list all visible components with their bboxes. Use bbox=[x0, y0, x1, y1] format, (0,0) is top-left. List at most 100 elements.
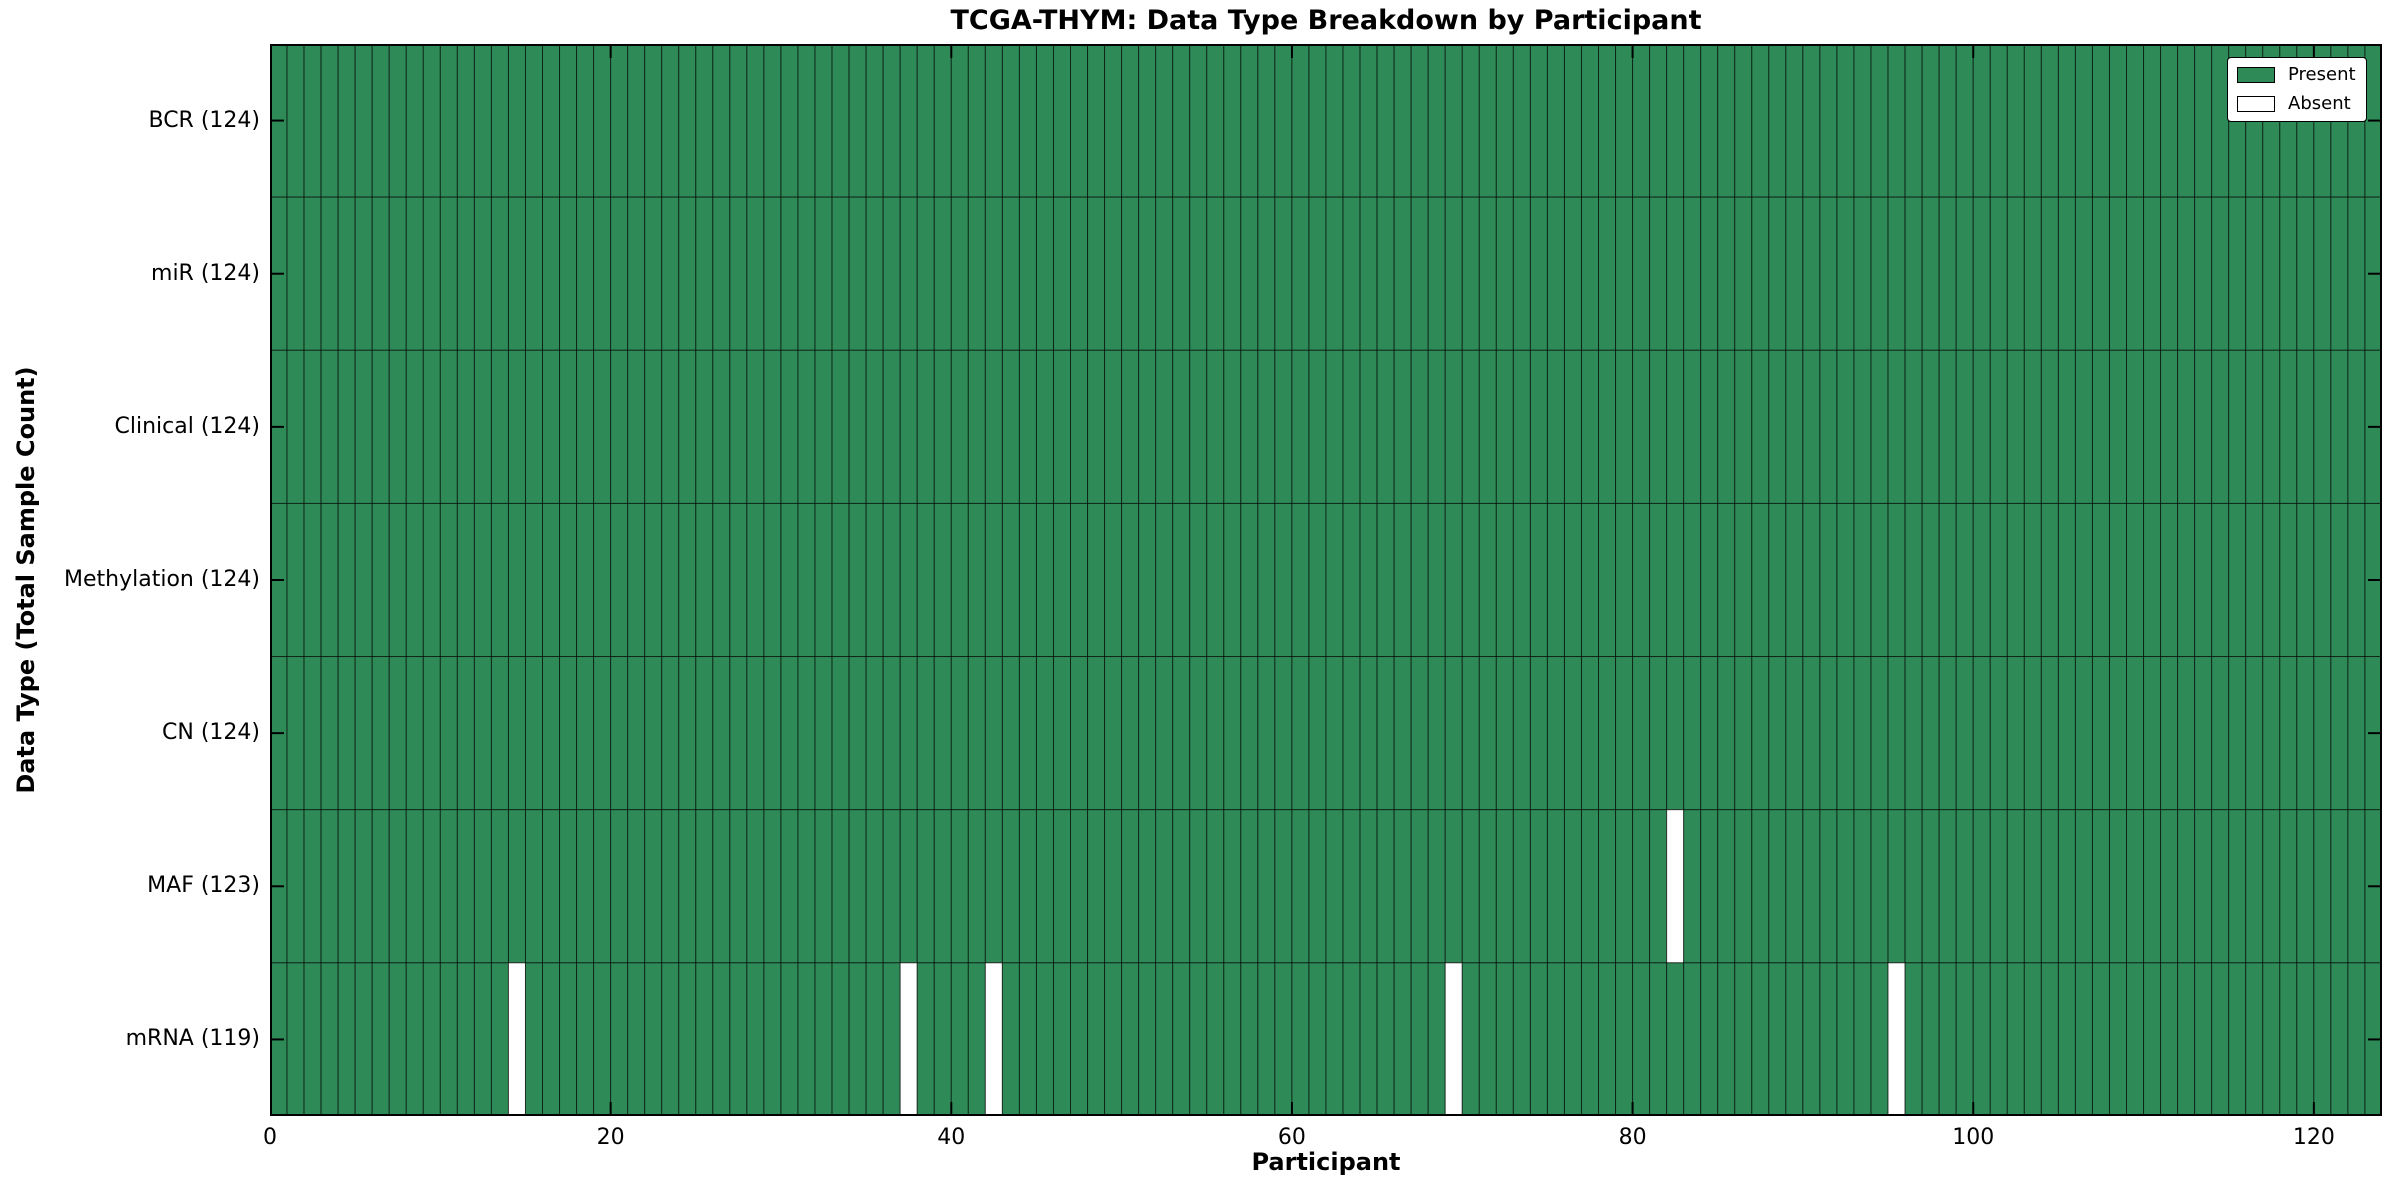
present-cell bbox=[422, 196, 441, 351]
present-cell bbox=[933, 349, 952, 504]
present-cell bbox=[1598, 44, 1617, 198]
present-cell bbox=[763, 44, 782, 198]
present-cell bbox=[678, 502, 697, 658]
present-cell bbox=[2040, 656, 2059, 811]
present-cell bbox=[1308, 44, 1327, 198]
present-cell bbox=[1410, 809, 1429, 964]
present-cell bbox=[1734, 349, 1753, 504]
present-cell bbox=[1717, 44, 1736, 198]
present-cell bbox=[950, 502, 969, 658]
present-cell bbox=[2143, 809, 2162, 964]
present-cell bbox=[644, 809, 663, 964]
present-cell bbox=[1683, 809, 1702, 964]
present-cell bbox=[1070, 502, 1089, 658]
y-tick-label-BCR: BCR (124) bbox=[148, 107, 260, 133]
present-cell bbox=[1257, 196, 1276, 351]
present-cell bbox=[1342, 44, 1361, 198]
present-cell bbox=[1478, 962, 1497, 1116]
present-cell bbox=[490, 962, 509, 1116]
present-cell bbox=[797, 44, 816, 198]
present-cell bbox=[2074, 502, 2093, 658]
present-cell bbox=[1223, 502, 1242, 658]
present-cell bbox=[1768, 502, 1787, 658]
present-cell bbox=[1138, 196, 1157, 351]
present-cell bbox=[1955, 962, 1974, 1116]
present-cell bbox=[286, 656, 305, 811]
present-cell bbox=[1904, 656, 1923, 811]
present-cell bbox=[2279, 809, 2298, 964]
present-cell bbox=[1615, 962, 1634, 1116]
present-cell bbox=[1427, 502, 1446, 658]
present-cell bbox=[1972, 44, 1991, 198]
present-cell bbox=[354, 502, 373, 658]
present-cell bbox=[627, 809, 646, 964]
present-cell bbox=[1444, 502, 1463, 658]
present-cell bbox=[1700, 196, 1719, 351]
present-cell bbox=[456, 196, 475, 351]
present-cell bbox=[1240, 656, 1259, 811]
present-cell bbox=[593, 196, 612, 351]
present-cell bbox=[1342, 962, 1361, 1116]
present-cell bbox=[916, 349, 935, 504]
present-cell bbox=[1785, 962, 1804, 1116]
present-cell bbox=[831, 809, 850, 964]
present-cell bbox=[1989, 962, 2008, 1116]
present-cell bbox=[320, 44, 339, 198]
present-cell bbox=[507, 196, 526, 351]
present-cell bbox=[1955, 502, 1974, 658]
absent-swatch-icon bbox=[2237, 96, 2275, 112]
present-cell bbox=[1546, 502, 1565, 658]
present-cell bbox=[848, 349, 867, 504]
present-cell bbox=[1359, 196, 1378, 351]
present-cell bbox=[814, 44, 833, 198]
present-cell bbox=[542, 196, 561, 351]
present-cell bbox=[439, 962, 458, 1116]
present-cell bbox=[1461, 809, 1480, 964]
present-cell bbox=[1070, 962, 1089, 1116]
present-cell bbox=[1035, 196, 1054, 351]
present-cell bbox=[1700, 502, 1719, 658]
present-cell bbox=[1274, 809, 1293, 964]
present-cell bbox=[1001, 656, 1020, 811]
present-cell bbox=[2330, 502, 2349, 658]
present-cell bbox=[1972, 502, 1991, 658]
present-cell bbox=[1052, 349, 1072, 504]
present-cell bbox=[2074, 349, 2093, 504]
present-cell bbox=[1580, 349, 1600, 504]
present-cell bbox=[2313, 502, 2332, 658]
present-cell bbox=[729, 656, 748, 811]
present-cell bbox=[2091, 656, 2110, 811]
present-cell bbox=[405, 962, 424, 1116]
present-cell bbox=[405, 502, 424, 658]
present-cell bbox=[933, 809, 952, 964]
present-cell bbox=[950, 349, 969, 504]
present-cell bbox=[1529, 809, 1548, 964]
present-cell bbox=[2262, 656, 2281, 811]
present-cell bbox=[337, 656, 356, 811]
present-cell bbox=[1870, 809, 1889, 964]
present-cell bbox=[797, 809, 816, 964]
present-cell bbox=[1087, 44, 1106, 198]
present-cell bbox=[2108, 656, 2128, 811]
present-cell bbox=[1972, 962, 1991, 1116]
present-cell bbox=[2330, 809, 2349, 964]
present-cell bbox=[967, 656, 986, 811]
present-cell bbox=[1819, 809, 1838, 964]
present-cell bbox=[2313, 809, 2332, 964]
present-cell bbox=[1955, 349, 1974, 504]
present-cell bbox=[2262, 502, 2281, 658]
present-cell bbox=[1853, 349, 1872, 504]
present-cell bbox=[899, 502, 918, 658]
legend-entry-absent: Absent bbox=[2237, 94, 2356, 114]
present-cell bbox=[1989, 656, 2008, 811]
present-cell bbox=[1121, 502, 1140, 658]
present-cell bbox=[1751, 349, 1770, 504]
present-cell bbox=[1495, 196, 1514, 351]
present-cell bbox=[473, 962, 492, 1116]
present-cell bbox=[865, 196, 884, 351]
present-cell bbox=[524, 44, 544, 198]
present-cell bbox=[695, 349, 714, 504]
present-cell bbox=[1376, 809, 1395, 964]
present-cell bbox=[1734, 196, 1753, 351]
present-cell bbox=[1666, 962, 1685, 1116]
